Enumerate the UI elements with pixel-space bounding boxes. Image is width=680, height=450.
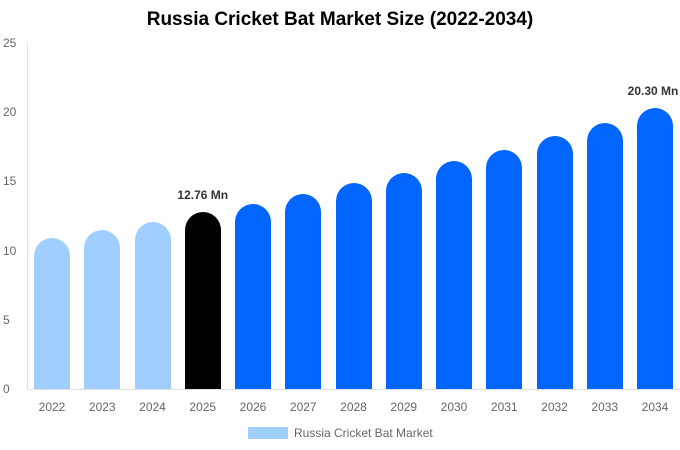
x-tick-label: 2027 (289, 400, 317, 414)
chart-title: Russia Cricket Bat Market Size (2022-203… (146, 9, 534, 30)
x-tick-label: 2029 (390, 400, 418, 414)
legend-label: Russia Cricket Bat Market (294, 426, 433, 440)
x-tick-label: 2033 (591, 400, 619, 414)
bar-2024[interactable] (134, 221, 171, 389)
y-tick-label: 25 (3, 36, 17, 50)
y-axis-line (27, 43, 28, 389)
bar-2025[interactable] (184, 212, 221, 389)
bar-2032[interactable] (536, 135, 573, 389)
bar-2033[interactable] (586, 123, 623, 389)
y-tick-label: 15 (3, 174, 17, 189)
bar-2030[interactable] (436, 160, 472, 389)
bar-2027[interactable] (285, 193, 322, 389)
bar-2031[interactable] (486, 149, 523, 389)
data-label-2034: 20.30 Mn (627, 84, 679, 99)
bar-2026[interactable] (235, 203, 271, 389)
y-tick-label: 0 (3, 382, 10, 396)
y-tick-label: 5 (3, 312, 10, 327)
x-tick-label: 2032 (541, 400, 568, 414)
y-tick-label: 20 (3, 105, 17, 120)
bar-2028[interactable] (335, 182, 372, 389)
bar-2029[interactable] (385, 173, 422, 389)
x-tick-label: 2023 (88, 400, 116, 414)
data-label-2025: 12.76 Mn (177, 188, 229, 203)
x-tick-label: 2026 (239, 400, 267, 414)
y-tick-label: 10 (3, 243, 17, 258)
x-tick-label: 2034 (641, 400, 669, 414)
x-axis-line (27, 389, 680, 390)
x-tick-label: 2028 (340, 400, 367, 414)
legend[interactable]: Russia Cricket Bat Market (248, 426, 433, 440)
bar-2034[interactable] (637, 108, 673, 389)
legend-swatch (248, 427, 288, 439)
x-tick-label: 2031 (490, 400, 518, 414)
x-tick-label: 2024 (139, 400, 166, 414)
x-tick-label: 2025 (189, 400, 217, 414)
bar-2022[interactable] (34, 238, 70, 389)
x-tick-label: 2022 (38, 400, 66, 414)
x-tick-label: 2030 (440, 400, 468, 414)
bar-2023[interactable] (84, 229, 121, 389)
